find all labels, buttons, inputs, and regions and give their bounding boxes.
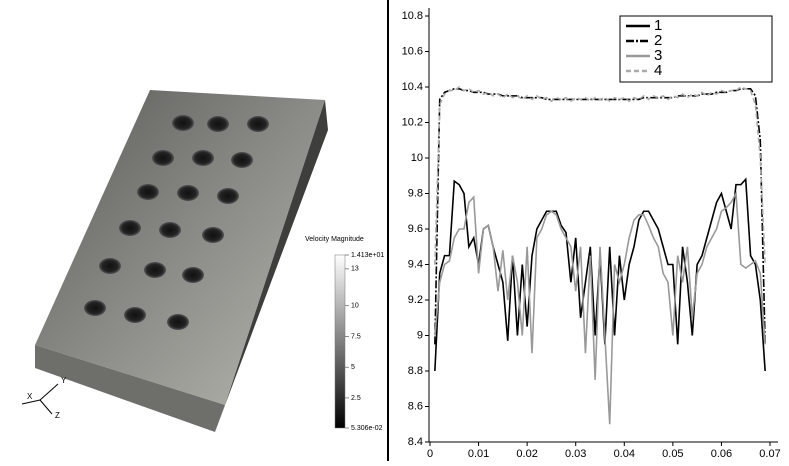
y-tick-label: 9 — [417, 329, 423, 341]
legend-label: 4 — [654, 62, 662, 79]
x-tick-label: 0.02 — [516, 448, 537, 460]
y-tick-label: 8.6 — [408, 400, 423, 412]
y-tick-label: 10.4 — [402, 81, 423, 93]
colorbar-tick-label: 5 — [351, 364, 355, 371]
x-tick-label: 0.04 — [614, 448, 635, 460]
colorbar — [334, 254, 346, 429]
colorbar-tick-label: 1.413e+01 — [351, 252, 384, 259]
triad-z — [39, 399, 53, 415]
legend-label: 3 — [654, 47, 662, 64]
y-tick-label: 8.4 — [408, 436, 423, 448]
hole — [119, 220, 141, 236]
colorbar-title: Velocity Magnitude — [305, 236, 364, 243]
render: Y X Z — [21, 90, 328, 432]
y-tick-label: 10.6 — [402, 45, 423, 57]
block-side — [215, 100, 328, 432]
triad-label: X — [27, 392, 33, 401]
x-tick-label: 0.03 — [565, 448, 586, 460]
series-line — [434, 87, 766, 345]
colorbar-tick-label: 2.5 — [351, 395, 361, 402]
hole — [137, 184, 159, 200]
hole — [182, 267, 204, 283]
hole — [144, 262, 166, 278]
legend-label: 2 — [654, 32, 662, 49]
hole — [159, 222, 181, 238]
hole — [152, 150, 174, 166]
x-tick-label: 0.07 — [759, 448, 780, 460]
y-tick-label: 9.6 — [408, 223, 423, 235]
y-tick-label: 9.2 — [408, 294, 423, 306]
block-front — [35, 345, 225, 432]
colorbar-tick-label: 5.306e-02 — [351, 425, 383, 432]
legend-label: 1 — [654, 17, 662, 34]
series-line — [434, 177, 766, 372]
block-top — [35, 90, 325, 405]
y-tick-label: 10.2 — [402, 116, 423, 128]
triad-label: Y — [61, 376, 67, 385]
hole — [202, 227, 224, 243]
hole — [231, 152, 253, 168]
colorbar-tick-label: 13 — [351, 266, 359, 273]
series-line — [434, 190, 766, 425]
triad-x — [21, 399, 41, 405]
x-tick-label: 0.06 — [711, 448, 732, 460]
colorbar-tick-label: 7.5 — [351, 333, 361, 340]
x-tick-label: 0 — [427, 448, 433, 460]
y-tick-label: 9.4 — [408, 258, 423, 270]
y-tick-label: 9.8 — [408, 187, 423, 199]
hole — [177, 185, 199, 201]
x-tick-label: 0.05 — [662, 448, 683, 460]
hole — [207, 116, 229, 132]
hole — [217, 188, 239, 204]
y-tick-label: 10.8 — [402, 10, 423, 22]
colorbar-tick-label: 10 — [351, 303, 359, 310]
y-tick-label: 10 — [411, 152, 423, 164]
triad-y — [39, 383, 59, 401]
hole — [172, 115, 194, 131]
hole — [99, 258, 121, 274]
axes-triad — [21, 383, 59, 415]
triad-label: Z — [55, 411, 60, 420]
x-tick-label: 0.01 — [468, 448, 489, 460]
hole — [84, 300, 106, 316]
series-line — [434, 86, 766, 265]
y-tick-label: 8.8 — [408, 365, 423, 377]
holes — [84, 115, 269, 330]
hole — [247, 116, 269, 132]
hole — [124, 307, 146, 323]
hole — [167, 314, 189, 330]
hole — [192, 150, 214, 166]
